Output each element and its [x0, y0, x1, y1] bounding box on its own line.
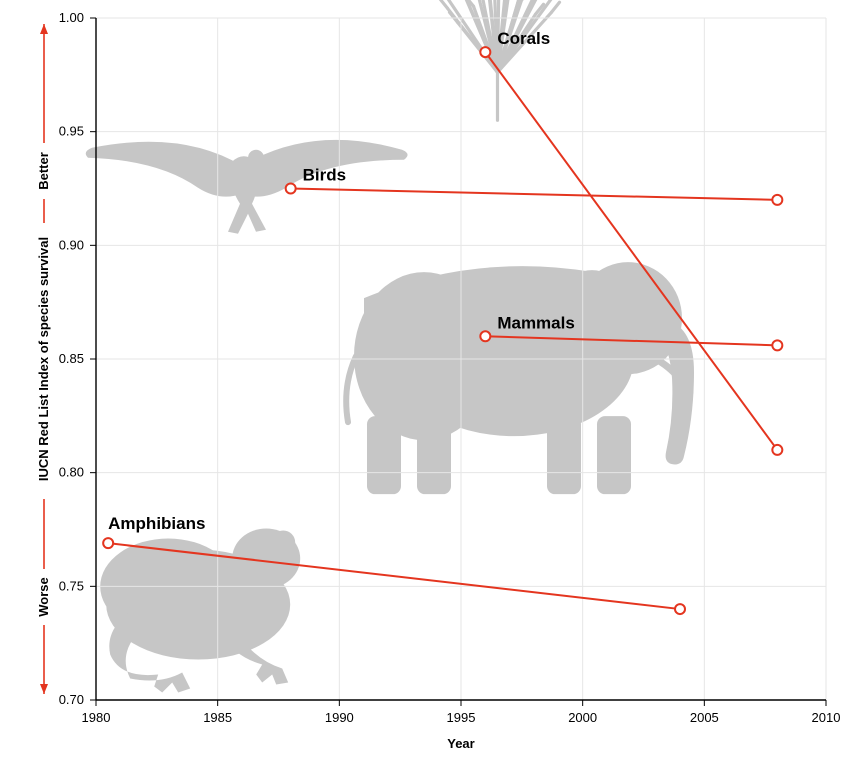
data-point: [675, 604, 685, 614]
data-point: [286, 184, 296, 194]
x-tick-label: 1995: [447, 710, 476, 725]
x-tick-label: 1980: [82, 710, 111, 725]
data-point: [480, 47, 490, 57]
y-tick-label: 0.75: [59, 578, 84, 593]
y-tick-label: 0.80: [59, 465, 84, 480]
series-label: Mammals: [497, 313, 574, 332]
worse-label: Worse: [36, 577, 51, 617]
x-tick-label: 2010: [812, 710, 841, 725]
y-tick-label: 1.00: [59, 10, 84, 25]
red-list-index-chart: 1980 1985 1990 1995 2000 2005 2010 0.70 0.75 0.80…: [0, 0, 850, 760]
x-tick-label: 2000: [568, 710, 597, 725]
y-axis-label: IUCN Red List Index of species survival: [36, 237, 51, 481]
better-label: Better: [36, 152, 51, 190]
data-point: [772, 445, 782, 455]
x-tick-label: 1990: [325, 710, 354, 725]
x-axis-label: Year: [447, 736, 474, 751]
data-point: [480, 331, 490, 341]
data-point: [103, 538, 113, 548]
y-tick-label: 0.95: [59, 124, 84, 139]
series-label: Corals: [497, 29, 550, 48]
x-tick-label: 1985: [203, 710, 232, 725]
x-tick-label: 2005: [690, 710, 719, 725]
series-label: Birds: [303, 166, 346, 185]
data-point: [772, 195, 782, 205]
series-label: Amphibians: [108, 514, 205, 533]
y-tick-label: 0.70: [59, 692, 84, 707]
y-tick-label: 0.90: [59, 237, 84, 252]
data-point: [772, 340, 782, 350]
y-tick-label: 0.85: [59, 351, 84, 366]
